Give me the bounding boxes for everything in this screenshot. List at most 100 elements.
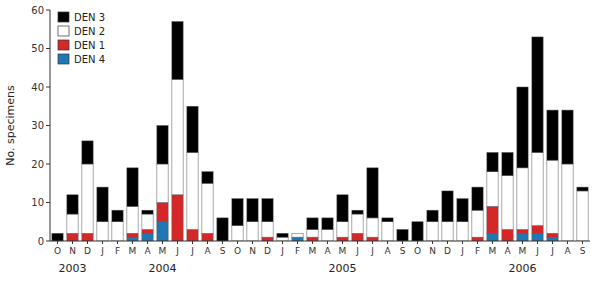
bar-segment: [517, 87, 528, 168]
x-tick-label: J: [370, 246, 374, 256]
bar-segment: [337, 222, 348, 237]
bar-segment: [127, 206, 138, 233]
bar-segment: [142, 210, 153, 214]
legend-label: DEN 3: [74, 12, 105, 23]
x-tick: [522, 241, 523, 244]
x-tick-label: F: [115, 246, 120, 256]
x-tick: [312, 241, 313, 244]
bar-segment: [112, 222, 123, 241]
bar-segment: [457, 199, 468, 222]
bars: [52, 22, 588, 241]
x-tick-label: M: [519, 246, 527, 256]
bar-segment: [562, 110, 573, 164]
bar-segment: [292, 237, 303, 241]
x-tick: [372, 241, 373, 244]
x-tick-label: S: [400, 246, 406, 256]
x-tick-label: M: [159, 246, 167, 256]
year-label: 2004: [149, 262, 177, 275]
x-tick: [462, 241, 463, 244]
x-tick: [507, 241, 508, 244]
x-tick: [492, 241, 493, 244]
x-tick: [177, 241, 178, 244]
x-tick-label: A: [204, 246, 211, 256]
bar-segment: [532, 226, 543, 234]
x-tick-label: J: [280, 246, 284, 256]
y-tick-label: 50: [31, 43, 44, 54]
bar-segment: [67, 214, 78, 233]
bar-segment: [112, 210, 123, 222]
x-tick-label: O: [234, 246, 241, 256]
x-tick: [537, 241, 538, 244]
x-tick-label: J: [550, 246, 554, 256]
bar-segment: [397, 229, 408, 241]
y-axis-label: No. specimens: [4, 85, 17, 166]
x-tick: [237, 241, 238, 244]
bar-segment: [457, 222, 468, 241]
x-tick: [162, 241, 163, 244]
x-tick-label: D: [444, 246, 451, 256]
bar-segment: [322, 218, 333, 230]
x-tick: [282, 241, 283, 244]
legend-label: DEN 1: [74, 40, 105, 51]
bar-segment: [382, 218, 393, 222]
x-tick-label: F: [475, 246, 480, 256]
year-label: 2003: [59, 262, 87, 275]
bar-segment: [157, 164, 168, 203]
bar-segment: [202, 233, 213, 241]
bar-segment: [172, 22, 183, 80]
y-tick: [46, 48, 50, 49]
x-tick: [327, 241, 328, 244]
y-tick-label: 60: [31, 5, 44, 16]
y-tick-label: 30: [31, 120, 44, 131]
bar-segment: [67, 233, 78, 241]
bar-segment: [532, 37, 543, 153]
bar-segment: [262, 199, 273, 222]
x-tick-label: A: [504, 246, 511, 256]
bar-segment: [157, 203, 168, 222]
x-axis-line: [50, 241, 590, 242]
x-tick-label: N: [429, 246, 436, 256]
year-label: 2006: [509, 262, 537, 275]
bar-segment: [487, 233, 498, 241]
bar-segment: [247, 199, 258, 222]
legend-swatch: [58, 12, 69, 22]
bar-segment: [547, 160, 558, 233]
x-tick-label: J: [535, 246, 539, 256]
x-tick: [87, 241, 88, 244]
bar-segment: [202, 172, 213, 184]
bar-segment: [562, 164, 573, 241]
y-tick: [46, 125, 50, 126]
bar-segment: [277, 237, 288, 241]
legend: DEN 3DEN 2DEN 1DEN 4: [58, 12, 105, 65]
x-tick-label: A: [384, 246, 391, 256]
bar-segment: [412, 222, 423, 241]
bar-segment: [427, 222, 438, 241]
bar-segment: [277, 233, 288, 237]
year-label: 2005: [329, 262, 357, 275]
x-tick: [567, 241, 568, 244]
bar-segment: [382, 222, 393, 241]
bar-segment: [352, 233, 363, 241]
bar-segment: [127, 233, 138, 237]
bar-segment: [472, 210, 483, 237]
x-tick-label: A: [144, 246, 151, 256]
bar-segment: [577, 187, 588, 191]
bar-segment: [97, 187, 108, 222]
y-tick-label: 20: [31, 159, 44, 170]
bar-segment: [127, 168, 138, 207]
bar-segment: [472, 187, 483, 210]
x-tick-label: J: [190, 246, 194, 256]
y-tick: [46, 241, 50, 242]
bar-segment: [367, 218, 378, 237]
x-tick: [432, 241, 433, 244]
bar-segment: [337, 237, 348, 241]
bar-segment: [367, 237, 378, 241]
x-tick: [477, 241, 478, 244]
bar-segment: [517, 229, 528, 233]
legend-swatch: [58, 26, 69, 36]
y-tick-label: 10: [31, 197, 44, 208]
x-tick: [447, 241, 448, 244]
bar-segment: [292, 233, 303, 234]
x-tick-label: J: [460, 246, 464, 256]
bar-segment: [127, 237, 138, 241]
